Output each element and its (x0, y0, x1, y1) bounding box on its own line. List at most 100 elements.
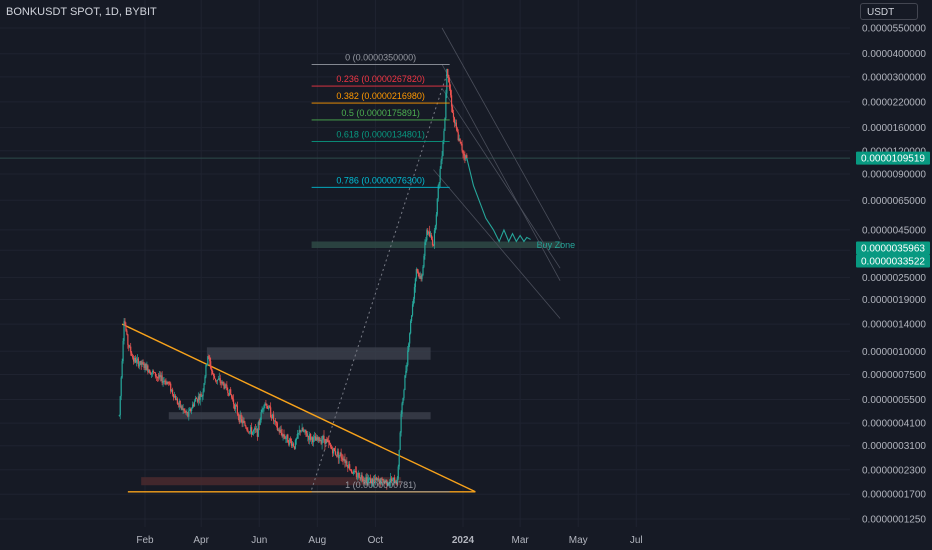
candle-body (261, 409, 263, 413)
candle-body (292, 443, 295, 447)
candle-body (207, 356, 209, 364)
candle-body (402, 398, 404, 404)
x-tick-label: Feb (136, 535, 154, 546)
candle-body (348, 464, 350, 469)
candle-body (244, 422, 246, 426)
candle-body (127, 334, 129, 345)
candle-body (225, 384, 227, 386)
candle-body (374, 477, 377, 481)
y-tick-label: 0.0000001700 (862, 490, 926, 501)
zones-layer: Buy Zone (141, 240, 575, 486)
candle-body (154, 372, 157, 377)
y-tick-label: 0.0000065000 (862, 196, 926, 207)
candle-body (362, 478, 364, 482)
candle-body (446, 68, 448, 94)
candle-body (351, 472, 354, 474)
candle-body (301, 427, 303, 432)
candle-body (413, 287, 416, 299)
candle-body (279, 429, 281, 433)
symbol-title: BONKUSDT SPOT, 1D, BYBIT (6, 6, 157, 18)
candle-body (310, 434, 312, 440)
fib-level-label: 0.382 (0.0000216980) (336, 91, 425, 101)
time-axis[interactable]: Feb Apr Jun Aug Oct 2024 Mar May Jul (136, 535, 642, 546)
y-tick-label: 0.0000550000 (862, 24, 926, 35)
candle-body (308, 436, 310, 440)
candle-body (298, 430, 300, 434)
candle-body (288, 442, 290, 445)
candle-body (431, 239, 434, 245)
candle-body (356, 476, 358, 478)
candle-body (311, 437, 313, 440)
candle-body (442, 141, 444, 156)
candle-body (360, 474, 362, 480)
candle-body (451, 106, 454, 113)
y-tick-label: 0.0000001250 (862, 515, 926, 526)
candle-body (375, 477, 377, 481)
candle-body (253, 428, 256, 431)
candle-body (347, 465, 349, 469)
candle-body (176, 398, 178, 404)
candle-body (390, 478, 393, 482)
candle-body (153, 372, 156, 374)
candle-body (160, 375, 162, 378)
candle-body (179, 400, 181, 408)
candle-body (433, 230, 436, 246)
candle-body (284, 436, 286, 439)
candles-layer (118, 68, 468, 490)
candle-body (443, 130, 445, 142)
candle-body (286, 434, 288, 439)
candle-body (293, 446, 296, 449)
candle-body (268, 406, 270, 409)
candle-body (425, 240, 427, 243)
candle-body (376, 478, 378, 481)
candle-body (198, 396, 200, 400)
candle-body (410, 315, 413, 322)
candle-body (262, 408, 264, 410)
candle-body (134, 357, 137, 363)
candle-body (146, 365, 148, 371)
price-axis[interactable]: 0.0000550000 0.0000400000 0.0000300000 0.00… (862, 24, 926, 526)
channel-line (433, 169, 561, 319)
candle-body (151, 372, 153, 375)
candle-body (466, 155, 468, 158)
candle-body (383, 480, 385, 483)
candle-body (409, 333, 411, 344)
candle-body (325, 439, 327, 445)
candle-body (245, 425, 247, 429)
candle-body (270, 407, 272, 418)
currency-selector[interactable]: USDT (860, 3, 918, 20)
candle-body (168, 382, 170, 384)
candle-body (143, 363, 145, 368)
descending-trendline (121, 323, 476, 493)
candle-body (251, 427, 253, 435)
candle-body (400, 413, 402, 433)
candle-body (118, 415, 120, 417)
candle-body (201, 396, 203, 398)
candle-body (130, 346, 132, 353)
candle-body (190, 408, 192, 412)
candle-body (363, 480, 365, 482)
candle-body (350, 469, 352, 471)
candle-body (344, 459, 346, 463)
candle-body (297, 433, 299, 435)
candle-body (250, 427, 252, 432)
candle-body (428, 231, 430, 234)
candle-body (387, 484, 389, 486)
zone-rect (311, 241, 563, 249)
x-tick-label: Oct (368, 535, 384, 546)
candle-body (399, 432, 401, 450)
y-tick-label: 0.0000400000 (862, 49, 926, 60)
candle-body (131, 352, 133, 356)
candle-body (345, 461, 347, 463)
candle-body (172, 389, 174, 395)
candle-body (418, 273, 420, 278)
candle-body (326, 439, 328, 441)
candle-body (224, 384, 226, 389)
candle-body (248, 431, 250, 433)
channel-layer (433, 27, 561, 319)
fibonacci-layer[interactable]: 0 (0.0000350000) 0.236 (0.0000267820) 0.38… (311, 52, 450, 493)
candle-body (219, 378, 221, 383)
candle-body (164, 380, 166, 382)
price-badges: 0.0000109519 0.0000035963 0.0000033522 (856, 151, 930, 268)
